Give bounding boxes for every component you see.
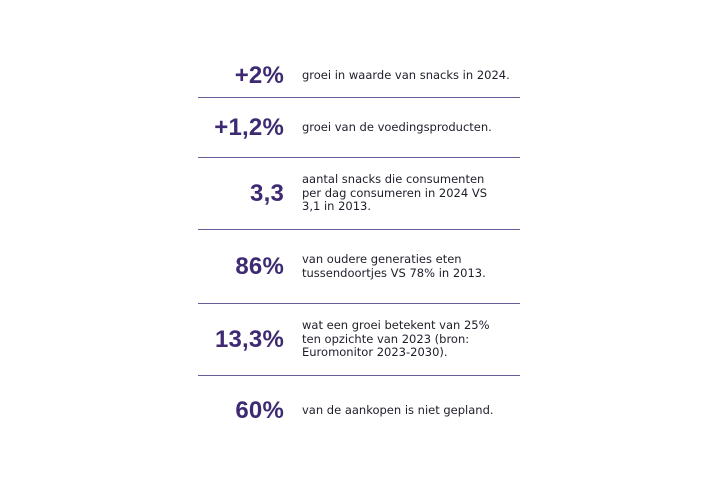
- stat-row: 13,3% wat een groei betekent van 25% ten…: [198, 304, 520, 376]
- stat-description: van oudere generaties eten tussendoortje…: [302, 252, 486, 280]
- stat-value: 13,3%: [214, 325, 284, 353]
- stat-list: +2% groei in waarde van snacks in 2024. …: [198, 54, 520, 446]
- stat-value: 60%: [235, 397, 284, 424]
- stat-description: groei van de voedingsproducten.: [302, 119, 492, 134]
- stat-value: 3,3: [250, 179, 284, 207]
- stat-description: groei in waarde van snacks in 2024.: [302, 67, 510, 82]
- stat-description: van de aankopen is niet gepland.: [302, 403, 494, 418]
- stat-description: aantal snacks die consumenten per dag co…: [302, 172, 487, 214]
- stat-value: 86%: [235, 252, 284, 280]
- stat-value: +2%: [234, 61, 284, 89]
- stat-value: +1,2%: [214, 113, 284, 141]
- stat-row: +2% groei in waarde van snacks in 2024.: [198, 54, 520, 98]
- stat-row: 86% van oudere generaties eten tussendoo…: [198, 230, 520, 304]
- stat-row: +1,2% groei van de voedingsproducten.: [198, 98, 520, 158]
- stat-row: 60% van de aankopen is niet gepland.: [198, 376, 520, 446]
- stat-row: 3,3 aantal snacks die consumenten per da…: [198, 158, 520, 230]
- stat-description: wat een groei betekent van 25% ten opzic…: [302, 318, 490, 360]
